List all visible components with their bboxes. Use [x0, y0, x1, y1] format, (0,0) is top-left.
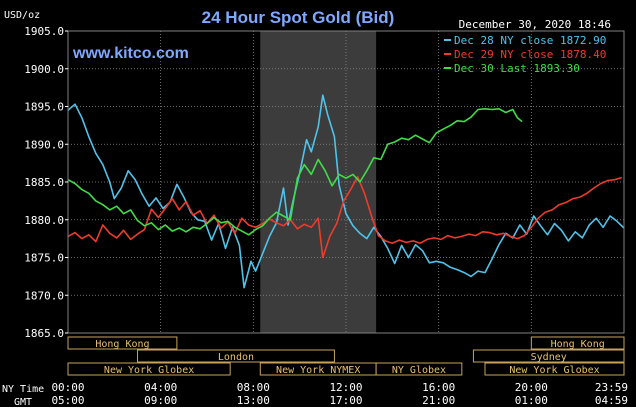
session-label: Hong Kong — [551, 339, 605, 350]
y-tick-label: 1895.0 — [24, 101, 64, 114]
market-session-bars: Hong Kong Hong Kong London Sydney New York G… — [67, 336, 625, 376]
session-bar — [530, 336, 625, 350]
brand-label: www.kitco.com — [72, 45, 189, 62]
y-tick-label: 1890.0 — [24, 138, 64, 151]
session-bar — [67, 336, 178, 350]
series-line-2 — [67, 175, 622, 259]
session-bar — [137, 349, 335, 363]
y-tick-label: 1865.0 — [24, 327, 64, 340]
x-tick-label-ny: 16:00 — [422, 381, 455, 394]
session-label: New York Globex — [104, 365, 194, 376]
y-tick-label: 1875.0 — [24, 252, 64, 265]
session-bar — [67, 362, 231, 376]
x-tick-label-gmt: 09:00 — [144, 394, 177, 407]
session-label: Hong Kong — [95, 339, 149, 350]
session-label: London — [218, 352, 254, 363]
session-label: New York Globex — [509, 365, 599, 376]
timestamp: December 30, 2020 18:46 — [459, 18, 611, 31]
x-tick-label-gmt: 21:00 — [422, 394, 455, 407]
session-label: Sydney — [531, 352, 567, 363]
y-tick-label: 1870.0 — [24, 289, 64, 302]
y-tick-label: 1905.0 — [24, 25, 64, 38]
chart-title: 24 Hour Spot Gold (Bid) — [202, 8, 395, 27]
page-margin-bottom — [0, 407, 636, 417]
session-label: New York NYMEX — [276, 365, 360, 376]
legend-entry: Dec 29 NY close 1878.40 — [454, 48, 606, 61]
y-tick-label: 1880.0 — [24, 214, 64, 227]
x-tick-label-gmt: 01:00 — [515, 394, 548, 407]
x-tick-label-gmt: 17:00 — [329, 394, 362, 407]
session-bar — [375, 362, 463, 376]
ny-time-label: NY Time — [2, 384, 44, 395]
x-tick-label-ny: 08:00 — [237, 381, 270, 394]
x-tick-label-ny: 20:00 — [515, 381, 548, 394]
y-axis-tick-labels: 1905.0 1900.0 1895.0 1890.0 1885.0 1880.0 1875… — [24, 25, 68, 340]
x-tick-label-ny: 12:00 — [329, 381, 362, 394]
session-bar — [484, 362, 625, 376]
gmt-label: GMT — [14, 397, 32, 408]
y-tick-label: 1885.0 — [24, 176, 64, 189]
shaded-session-band — [260, 31, 377, 333]
legend-entry: Dec 30 Last 1893.30 — [454, 62, 580, 75]
x-tick-label-gmt: 13:00 — [237, 394, 270, 407]
x-tick-label-ny: 04:00 — [144, 381, 177, 394]
grid-lines — [68, 31, 624, 333]
x-tick-label-gmt: 05:00 — [51, 394, 84, 407]
series-line-3 — [67, 108, 523, 236]
x-tick-label-ny: 23:59 — [595, 381, 628, 394]
unit-label: USD/oz — [4, 10, 40, 21]
x-tick-label-ny: 00:00 — [51, 381, 84, 394]
session-bar — [472, 349, 625, 363]
y-tick-label: 1900.0 — [24, 63, 64, 76]
x-tick-label-gmt: 04:59 — [595, 394, 628, 407]
price-series — [67, 94, 625, 289]
shaded-nymex-session — [260, 31, 377, 333]
legend-entry: Dec 28 NY close 1872.90 — [454, 34, 606, 47]
session-label: NY Globex — [392, 365, 446, 376]
